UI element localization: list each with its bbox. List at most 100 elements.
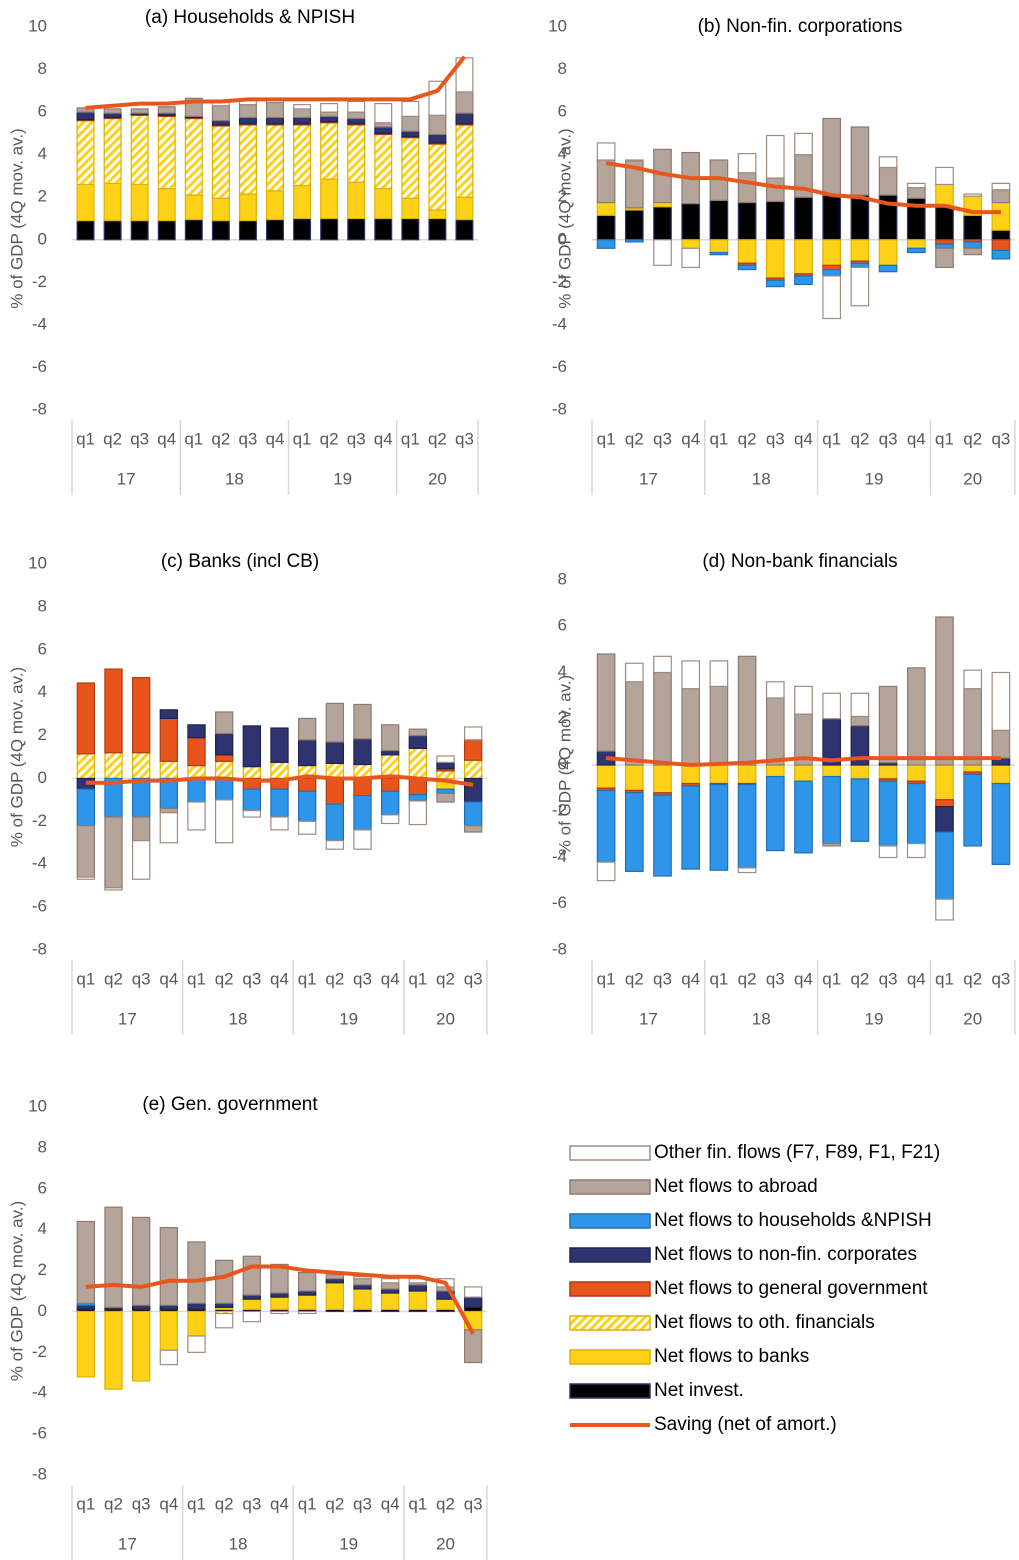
x-group-label: 19	[865, 1009, 884, 1028]
x-tick-label: q3	[347, 429, 366, 448]
bar-segment	[293, 116, 312, 125]
bar-segment	[906, 182, 926, 189]
bar-segment	[104, 1310, 123, 1390]
y-tick-label: -2	[32, 272, 47, 291]
x-group-label: 20	[436, 1009, 455, 1028]
bar-segment	[878, 264, 898, 273]
bar-segment	[242, 766, 262, 780]
bar-segment	[935, 616, 954, 766]
bar-segment	[266, 218, 284, 241]
bar-segment	[266, 116, 284, 125]
bar-segment	[297, 717, 317, 741]
x-tick-label: q2	[215, 1494, 234, 1513]
bar-segment	[850, 266, 870, 307]
x-tick-label: q2	[320, 429, 339, 448]
bar-segment	[325, 803, 345, 842]
bar-segment	[737, 239, 757, 264]
bar-segment	[320, 111, 339, 117]
bar-segment	[104, 752, 123, 780]
bar-segment	[380, 777, 400, 792]
bar-segment	[214, 760, 234, 780]
bar-segment	[963, 247, 983, 256]
bar-segment	[320, 122, 339, 180]
bar-segment	[353, 794, 372, 831]
bar-segment	[596, 789, 616, 863]
bar-segment	[436, 761, 455, 770]
x-tick-label: q4	[907, 429, 926, 448]
x-tick-label: q3	[766, 429, 785, 448]
bar-segment	[380, 1288, 400, 1294]
y-tick-label: 2	[38, 187, 47, 206]
bar-segment	[878, 239, 898, 266]
saving-line	[85, 55, 467, 110]
y-tick-label: 2	[558, 187, 567, 206]
chart-title: (e) Gen. government	[142, 1094, 318, 1115]
bar-segment	[737, 264, 757, 271]
bar-segment	[380, 1282, 400, 1290]
bar-segment	[681, 660, 701, 690]
legend-label: Net flows to oth. financials	[654, 1312, 875, 1333]
bar-segment	[935, 205, 954, 241]
bar-segment	[184, 194, 203, 221]
bar-segment	[238, 193, 257, 222]
bar-segment	[214, 1312, 234, 1329]
bar-segment	[159, 777, 179, 810]
bar-segment	[347, 217, 366, 241]
y-tick-label: -8	[552, 939, 567, 958]
bar-segment	[681, 688, 701, 766]
bar-segment	[850, 194, 870, 241]
bar-segment	[436, 755, 455, 763]
bar-segment	[76, 788, 96, 827]
bar-segment	[214, 711, 234, 735]
bar-segment	[624, 681, 644, 766]
bar-segment	[159, 717, 179, 762]
bar-segment	[455, 91, 474, 114]
bar-segment	[737, 153, 757, 174]
y-tick-label: -8	[552, 399, 567, 418]
bar-segment	[347, 100, 366, 113]
x-tick-label: q4	[794, 429, 813, 448]
bar-segment	[104, 668, 123, 754]
x-tick-label: q4	[381, 1494, 400, 1513]
bar-segment	[991, 671, 1011, 731]
y-axis-label: % of GDP (4Q mov. av.)	[7, 128, 26, 308]
bar-segment	[991, 229, 1011, 241]
bar-segment	[455, 196, 474, 221]
bar-segment	[624, 239, 644, 243]
bar-segment	[374, 188, 393, 220]
bar-segment	[270, 788, 289, 818]
y-tick-label: 4	[38, 1219, 47, 1238]
legend-label: Net invest.	[654, 1380, 744, 1401]
bar-segment	[187, 777, 206, 803]
bar-segment	[401, 115, 420, 132]
bar-segment	[353, 738, 372, 766]
bar-segment	[991, 249, 1011, 260]
bar-segment	[103, 112, 122, 119]
x-tick-label: q2	[436, 1494, 455, 1513]
bar-segment	[463, 825, 483, 833]
bar-segment	[401, 137, 420, 199]
x-tick-label: q3	[353, 1494, 372, 1513]
bar-segment	[157, 106, 176, 114]
bar-segment	[436, 792, 455, 803]
bar-segment	[822, 275, 842, 320]
bar-segment	[653, 239, 672, 266]
bar-segment	[104, 1206, 123, 1308]
bar-segment	[131, 752, 151, 780]
bar-segment	[850, 778, 870, 842]
chart-title: (a) Households & NPISH	[145, 7, 355, 28]
legend-swatch	[569, 1145, 651, 1161]
legend-label: Net flows to households &NPISH	[654, 1210, 932, 1231]
bar-segment	[214, 754, 234, 762]
bar-segment	[293, 104, 312, 110]
x-tick-label: q1	[709, 969, 728, 988]
bar-segment	[325, 1282, 345, 1311]
bar-segment	[293, 217, 312, 241]
x-group-label: 19	[339, 1534, 358, 1553]
bar-segment	[878, 166, 898, 196]
y-tick-label: -2	[32, 1342, 47, 1361]
bar-segment	[935, 166, 954, 186]
bar-segment	[131, 840, 151, 880]
bar-segment	[297, 1290, 317, 1296]
